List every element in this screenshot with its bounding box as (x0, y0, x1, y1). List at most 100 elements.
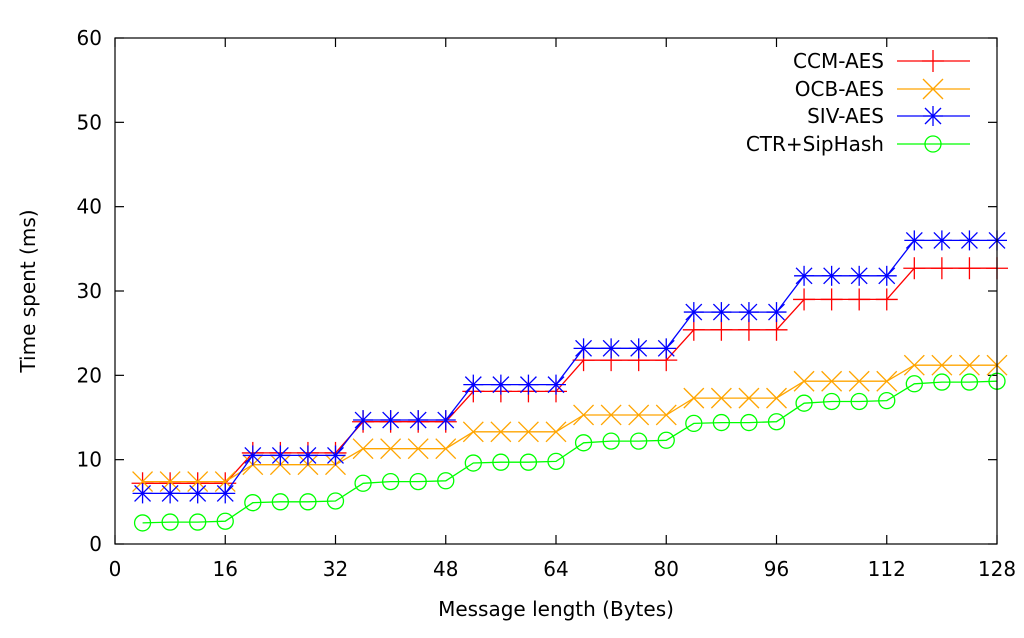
data-point (765, 318, 788, 341)
data-point (905, 375, 923, 393)
data-point (903, 354, 925, 376)
data-point (656, 338, 677, 359)
legend-item: OCB-AES (795, 77, 970, 101)
data-point (767, 413, 786, 431)
y-tick-label: 10 (77, 448, 102, 472)
data-point (710, 318, 733, 341)
data-point (187, 483, 208, 504)
data-point (380, 410, 401, 431)
data-point (601, 338, 622, 359)
data-point (573, 404, 595, 426)
series-ctr-siphash (133, 372, 1006, 532)
data-point (740, 413, 758, 432)
x-tick-label: 16 (213, 557, 238, 581)
data-point (876, 370, 898, 392)
x-tick-label: 48 (433, 557, 458, 581)
data-point (850, 392, 868, 411)
x-tick-label: 128 (978, 557, 1016, 581)
data-point (409, 472, 427, 491)
data-point (710, 387, 732, 409)
data-point (546, 374, 566, 395)
plot-frame (114, 37, 998, 545)
data-point (187, 471, 209, 493)
data-point (464, 454, 482, 472)
data-point (958, 354, 980, 376)
data-point (463, 374, 484, 395)
data-point (711, 302, 732, 323)
data-point (822, 392, 841, 411)
x-tick-label: 0 (109, 557, 122, 581)
x-tick-label: 112 (868, 557, 906, 581)
legend-marker (923, 106, 943, 126)
data-point (325, 445, 346, 466)
data-point (244, 494, 262, 512)
legend-item: CTR+SipHash (746, 132, 970, 156)
data-point (297, 445, 318, 466)
data-point (381, 472, 400, 491)
y-tick-label: 0 (89, 532, 102, 556)
data-point (437, 472, 455, 490)
data-point (492, 453, 510, 471)
data-point (435, 410, 456, 431)
data-point (352, 438, 374, 460)
y-tick-label: 20 (77, 363, 102, 387)
data-point (821, 370, 843, 392)
data-point (766, 302, 787, 323)
x-tick-label: 32 (323, 557, 348, 581)
data-point (960, 373, 979, 391)
data-point (903, 257, 926, 280)
x-axis-title: Message length (Bytes) (438, 597, 674, 621)
data-point (299, 493, 317, 511)
x-tick-label: 96 (764, 557, 789, 581)
data-point (132, 483, 153, 504)
data-point (574, 434, 593, 452)
series-line (142, 364, 997, 483)
legend-label: SIV-AES (807, 104, 884, 128)
data-point (682, 318, 705, 341)
legend: CCM-AES OCB-AES SIV-AES CTR+SipHash (746, 49, 970, 156)
data-point (215, 483, 236, 504)
data-point (519, 453, 538, 471)
data-point (161, 513, 179, 531)
data-point (214, 471, 236, 493)
data-point (435, 438, 457, 460)
data-point (712, 413, 731, 432)
series-siv-aes (132, 230, 1007, 504)
legend-label: CTR+SipHash (746, 132, 884, 156)
x-tick-label: 64 (543, 557, 568, 581)
data-point (821, 265, 842, 286)
data-point (875, 288, 898, 311)
data-point (904, 230, 925, 251)
legend-label: OCB-AES (795, 77, 884, 101)
data-point (216, 512, 234, 530)
data-point (683, 302, 704, 323)
data-point (132, 471, 154, 493)
data-point (878, 391, 896, 410)
data-point (160, 483, 181, 504)
data-point (630, 432, 648, 450)
data-point (547, 452, 565, 471)
data-point (628, 404, 650, 426)
data-point (794, 265, 815, 286)
y-axis-title: Time spent (ms) (16, 209, 40, 373)
data-point (545, 421, 567, 443)
data-point (133, 514, 152, 532)
data-point (820, 288, 843, 311)
data-point (793, 370, 815, 392)
data-point (490, 374, 511, 395)
data-point (326, 492, 345, 510)
data-point (462, 421, 484, 443)
data-point (159, 471, 181, 493)
data-point (354, 474, 372, 492)
data-point (189, 513, 207, 531)
data-point (848, 288, 871, 311)
data-point (876, 265, 897, 286)
data-point (933, 373, 951, 391)
data-point (657, 431, 675, 449)
data-point (930, 257, 953, 280)
data-point (931, 354, 953, 376)
data-point (685, 414, 703, 433)
y-tick-label: 50 (77, 110, 102, 134)
data-point (766, 387, 787, 409)
